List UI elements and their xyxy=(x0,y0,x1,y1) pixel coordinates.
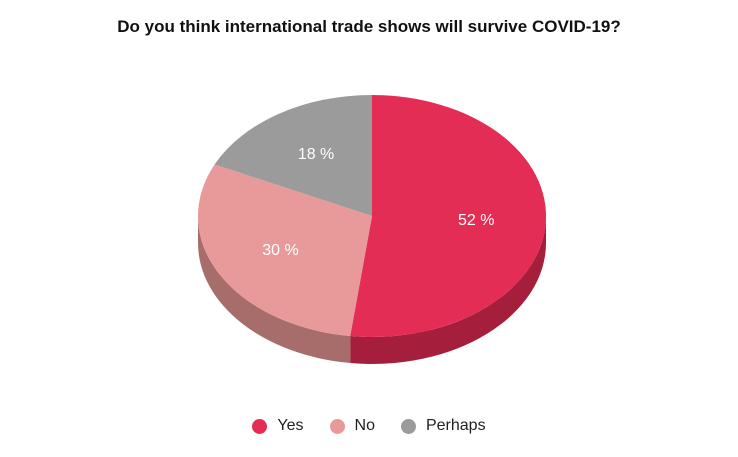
pie-sides xyxy=(198,216,546,364)
legend-label-perhaps: Perhaps xyxy=(425,417,486,434)
pie-chart: 52 % 30 % 18 % xyxy=(198,95,547,364)
legend: Yes No Perhaps xyxy=(0,417,738,435)
chart-title: Do you think international trade shows w… xyxy=(117,17,621,36)
pie-slice-no[interactable] xyxy=(198,164,372,337)
slice-label-no: 30 % xyxy=(262,242,298,259)
legend-swatch-yes xyxy=(252,418,268,434)
pie-top xyxy=(198,95,547,337)
legend-label-yes: Yes xyxy=(277,417,304,434)
legend-item-perhaps[interactable]: Perhaps xyxy=(400,417,486,435)
slice-label-perhaps: 18 % xyxy=(298,146,334,163)
legend-item-no[interactable]: No xyxy=(329,417,375,435)
pie-slice-yes[interactable] xyxy=(350,95,547,337)
pie-slice-perhaps[interactable] xyxy=(214,95,372,216)
pie-labels: 52 % 30 % 18 % xyxy=(262,146,494,259)
slice-label-yes: 52 % xyxy=(458,212,494,229)
pie-side-yes xyxy=(350,216,546,364)
pie-side-no xyxy=(198,216,351,364)
legend-swatch-no xyxy=(329,418,345,434)
legend-swatch-perhaps xyxy=(400,418,416,434)
legend-label-no: No xyxy=(354,417,375,434)
legend-item-yes[interactable]: Yes xyxy=(252,417,304,435)
